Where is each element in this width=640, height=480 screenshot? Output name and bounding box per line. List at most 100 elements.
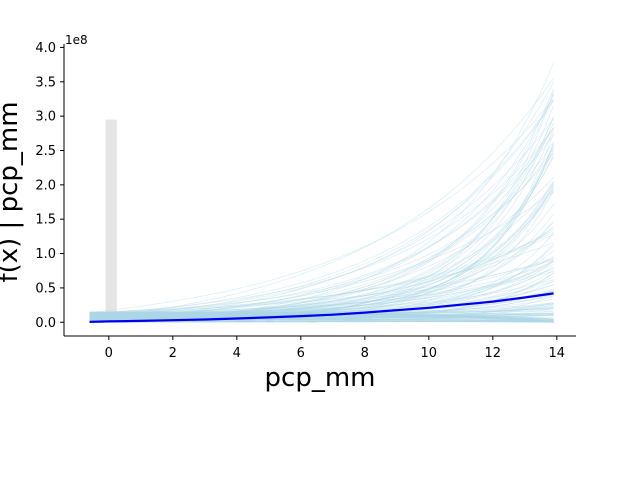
sample-curve xyxy=(89,312,554,322)
sample-curve xyxy=(89,312,554,323)
sample-curve xyxy=(89,191,554,316)
sample-curve xyxy=(89,307,554,315)
sample-curve xyxy=(89,318,554,323)
sample-curve xyxy=(89,304,554,320)
sample-curve xyxy=(89,127,554,315)
sample-curve xyxy=(89,88,554,316)
sample-curve xyxy=(89,270,554,316)
sample-curve xyxy=(89,318,554,323)
sample-curve xyxy=(89,314,554,318)
sample-curve xyxy=(89,213,554,319)
sample-curve xyxy=(89,259,554,316)
x-tick-label: 14 xyxy=(549,346,566,361)
sample-curve xyxy=(89,62,554,322)
sample-curve xyxy=(89,314,554,319)
sample-curve xyxy=(89,250,554,317)
histogram-bar xyxy=(105,119,117,323)
x-tick-label: 10 xyxy=(421,346,438,361)
sample-curve xyxy=(89,312,554,321)
sample-curve xyxy=(89,81,554,316)
sample-curve xyxy=(89,260,554,314)
sample-curve xyxy=(89,134,554,321)
sample-curve xyxy=(89,180,554,320)
histogram-bar xyxy=(152,315,160,323)
sample-curve xyxy=(89,312,554,319)
y-tick-label: 2.5 xyxy=(35,144,56,159)
x-tick-label: 6 xyxy=(297,346,305,361)
sample-curve xyxy=(89,99,554,316)
sample-curve xyxy=(89,118,554,323)
x-tick-label: 8 xyxy=(361,346,369,361)
y-tick-label: 3.0 xyxy=(35,110,56,125)
sample-curve xyxy=(89,98,554,313)
sample-curve xyxy=(89,310,554,314)
x-tick-label: 12 xyxy=(485,346,502,361)
sample-curve xyxy=(89,276,554,314)
y-ticks: 0.0 0.5 1.0 1.5 2.0 2.5 3.0 3.5 4.0 xyxy=(35,41,64,331)
sample-curve xyxy=(89,176,554,323)
sample-curve xyxy=(89,317,554,320)
sample-curve xyxy=(89,315,554,320)
histogram-bar xyxy=(246,320,255,323)
sample-curve xyxy=(89,147,554,322)
sample-curve xyxy=(89,303,554,318)
sample-curve xyxy=(89,144,554,314)
y-tick-label: 3.5 xyxy=(35,75,56,90)
sample-curve xyxy=(89,315,554,323)
y-tick-label: 2.0 xyxy=(35,178,56,193)
sample-curve xyxy=(89,229,554,322)
sample-curve xyxy=(89,150,554,320)
sample-curve xyxy=(89,317,554,323)
axes xyxy=(63,44,576,337)
sample-curve xyxy=(89,116,554,315)
x-tick-label: 4 xyxy=(233,346,241,361)
sample-curve xyxy=(89,258,554,322)
sample-curve xyxy=(89,257,554,319)
sample-curve xyxy=(89,157,554,317)
sample-curve xyxy=(89,184,554,318)
sample-curve xyxy=(89,78,554,319)
sample-curve xyxy=(89,226,554,316)
x-tick-label: 0 xyxy=(105,346,113,361)
sample-curve xyxy=(89,312,554,320)
sample-curve xyxy=(89,183,554,321)
sample-curve xyxy=(89,231,554,318)
x-ticks: 0 2 4 6 8 10 12 14 xyxy=(105,336,565,361)
histogram-bar xyxy=(265,318,274,323)
sample-curve xyxy=(89,155,554,315)
sample-curve xyxy=(89,312,554,315)
sample-curve xyxy=(89,127,554,323)
sample-curve xyxy=(89,295,554,323)
sample-curve xyxy=(89,93,554,317)
x-tick-label: 2 xyxy=(169,346,177,361)
sample-curve xyxy=(89,311,554,323)
sample-curve xyxy=(89,317,554,319)
sample-curve xyxy=(89,308,554,323)
sample-curve xyxy=(89,203,554,316)
sample-curve xyxy=(89,266,554,313)
sample-curve xyxy=(89,313,554,323)
sample-curve xyxy=(89,315,554,318)
sample-curve xyxy=(89,105,554,319)
sample-curve xyxy=(89,279,554,316)
y-tick-label: 4.0 xyxy=(35,41,56,56)
y-axis-title: f(x) | pcp_mm xyxy=(0,101,24,282)
y-tick-label: 1.0 xyxy=(35,247,56,262)
sample-curve xyxy=(89,310,554,320)
histogram-bar xyxy=(524,320,535,323)
sample-curve xyxy=(89,320,554,323)
sample-curve xyxy=(89,315,554,323)
sample-curve xyxy=(89,152,554,313)
sample-curve xyxy=(89,302,554,314)
sample-curve xyxy=(89,307,554,314)
sample-curves xyxy=(89,62,554,323)
sample-curve xyxy=(89,122,554,314)
sample-curve xyxy=(89,143,554,314)
sample-curve xyxy=(89,268,554,313)
sample-curve xyxy=(89,270,554,322)
y-tick-label: 0.5 xyxy=(35,281,56,296)
x-axis-title: pcp_mm xyxy=(265,363,376,393)
sample-curve xyxy=(89,127,554,314)
sample-curve xyxy=(89,298,554,315)
